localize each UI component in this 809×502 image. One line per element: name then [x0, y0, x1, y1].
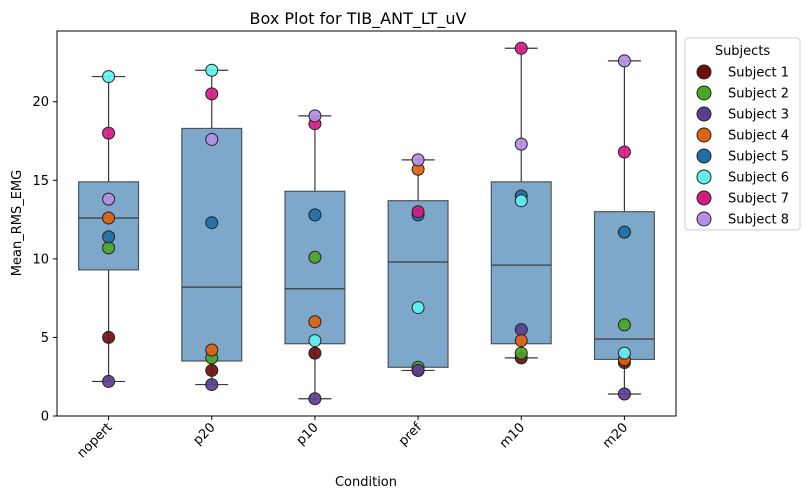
legend-label-subject-5: Subject 5	[728, 150, 789, 165]
point-subject-6-nopert	[102, 70, 116, 84]
point-subject-4-nopert	[102, 211, 116, 225]
y-tick-label: 20	[32, 95, 49, 110]
legend-marker-subject-3	[696, 106, 712, 122]
point-subject-2-m20	[617, 318, 631, 332]
point-subject-6-m20	[617, 346, 631, 360]
legend: Subjects Subject 1 Subject 2 Subject 3 Subje…	[684, 37, 801, 231]
point-subject-6-p10	[308, 334, 322, 348]
legend-label-subject-7: Subject 7	[728, 192, 789, 207]
chart-title: Box Plot for TIB_ANT_LT_uV	[250, 9, 467, 29]
y-axis-label: Mean_RMS_EMG	[10, 170, 25, 276]
point-subject-4-m10	[514, 334, 528, 348]
point-subject-2-m10	[514, 346, 528, 360]
point-subject-3-nopert	[102, 374, 116, 388]
legend-label-subject-2: Subject 2	[728, 87, 789, 102]
legend-marker-subject-1	[696, 64, 712, 80]
legend-box	[684, 37, 801, 231]
box-body	[387, 200, 449, 368]
point-subject-8-m20	[617, 54, 631, 68]
point-subject-1-nopert	[102, 330, 116, 344]
x-tick-label-p20: p20	[190, 420, 218, 448]
point-subject-8-p10	[308, 109, 322, 123]
y-tick-label: 15	[32, 174, 49, 189]
point-subject-3-pref	[411, 363, 425, 377]
point-subject-1-p20	[205, 363, 219, 377]
x-axis-label: Condition	[335, 475, 397, 490]
point-subject-3-p20	[205, 378, 219, 392]
legend-marker-subject-8	[696, 211, 712, 227]
box-body	[181, 127, 243, 362]
point-subject-5-p20	[205, 216, 219, 230]
point-subject-6-p20	[205, 63, 219, 77]
legend-title: Subjects	[715, 44, 771, 59]
point-subject-1-p10	[308, 346, 322, 360]
legend-label-subject-3: Subject 3	[728, 108, 789, 123]
point-subject-7-m20	[617, 145, 631, 159]
legend-label-subject-6: Subject 6	[728, 171, 789, 186]
point-subject-2-p10	[308, 250, 322, 264]
legend-label-subject-1: Subject 1	[728, 66, 789, 81]
legend-label-subject-4: Subject 4	[728, 129, 789, 144]
plot-area	[57, 31, 676, 416]
point-subject-6-m10	[514, 194, 528, 208]
point-subject-3-p10	[308, 392, 322, 406]
point-subject-3-m10	[514, 323, 528, 337]
point-subject-7-nopert	[102, 126, 116, 140]
legend-marker-subject-2	[696, 85, 712, 101]
point-subject-5-m20	[617, 225, 631, 239]
box-body	[490, 181, 552, 345]
x-tick-label-p10: p10	[294, 420, 322, 448]
legend-marker-subject-5	[696, 148, 712, 164]
x-tick-label-m10: m10	[497, 420, 528, 451]
legend-marker-subject-6	[696, 169, 712, 185]
plot-frame	[56, 30, 677, 417]
legend-marker-subject-4	[696, 127, 712, 143]
y-tick-label: 0	[41, 410, 49, 425]
x-tick-label-nopert: nopert	[74, 420, 115, 461]
y-tick-label: 10	[32, 252, 49, 267]
legend-marker-subject-7	[696, 190, 712, 206]
point-subject-7-p20	[205, 87, 219, 101]
x-tick-label-m20: m20	[600, 420, 631, 451]
point-subject-6-pref	[411, 301, 425, 315]
x-tick-label-pref: pref	[396, 420, 425, 449]
point-subject-3-m20	[617, 387, 631, 401]
legend-label-subject-8: Subject 8	[728, 213, 789, 228]
point-subject-5-nopert	[102, 230, 116, 244]
point-subject-7-m10	[514, 41, 528, 55]
point-subject-8-nopert	[102, 192, 116, 206]
point-subject-7-pref	[411, 205, 425, 219]
point-subject-4-p10	[308, 315, 322, 329]
y-tick-label: 5	[41, 331, 49, 346]
point-subject-2-nopert	[102, 241, 116, 255]
point-subject-8-m10	[514, 137, 528, 151]
point-subject-5-p10	[308, 208, 322, 222]
point-subject-8-pref	[411, 153, 425, 167]
point-subject-4-p20	[205, 343, 219, 357]
point-subject-8-p20	[205, 132, 219, 146]
points-layer	[102, 41, 631, 406]
plot-background	[57, 31, 676, 416]
